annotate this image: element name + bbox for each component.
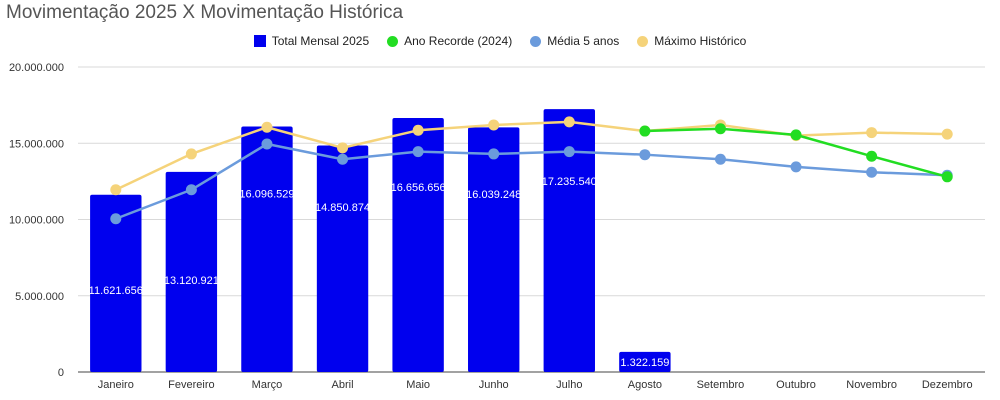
series-point xyxy=(110,184,122,196)
bar xyxy=(241,126,293,373)
series-point xyxy=(866,127,878,139)
series-point xyxy=(261,138,273,150)
legend-label-ano-recorde: Ano Recorde (2024) xyxy=(404,34,513,48)
series-point xyxy=(110,213,122,225)
x-tick-label: Dezembro xyxy=(922,379,973,391)
series-point xyxy=(639,125,651,137)
x-tick-label: Fevereiro xyxy=(168,379,214,391)
bar xyxy=(619,351,671,372)
bar xyxy=(392,117,444,372)
series-point xyxy=(790,129,802,141)
series-point xyxy=(866,166,878,178)
x-tick-label: Junho xyxy=(479,379,509,391)
series-point xyxy=(185,184,197,196)
x-tick-label: Agosto xyxy=(628,379,662,391)
series-line xyxy=(115,120,948,191)
series-point xyxy=(261,121,273,133)
series-line xyxy=(115,142,948,220)
legend-label-media-5-anos: Média 5 anos xyxy=(547,34,620,48)
x-tick-label: Janeiro xyxy=(98,379,134,391)
legend-item-ano-recorde: Ano Recorde (2024) xyxy=(387,34,512,48)
legend-swatch-ano-recorde xyxy=(387,35,399,47)
y-tick-label: 5.000.000 xyxy=(15,291,64,303)
y-tick-label: 10.000.000 xyxy=(9,215,64,227)
chart-title: Movimentação 2025 X Movimentação Históri… xyxy=(6,2,404,23)
legend-swatch-maximo-historico xyxy=(637,35,649,47)
series-point xyxy=(412,124,424,136)
x-tick-label: Novembro xyxy=(846,379,897,391)
bar-data-label: 17.235.540 xyxy=(542,176,597,188)
legend-item-media-5-anos: Média 5 anos xyxy=(530,34,619,48)
series-point xyxy=(790,161,802,173)
legend-label-total-mensal: Total Mensal 2025 xyxy=(271,34,370,48)
chart-legend: Total Mensal 2025 Ano Recorde (2024) Méd… xyxy=(0,34,1000,48)
bar xyxy=(165,171,218,372)
bar-data-label: 14.850.874 xyxy=(315,202,370,214)
series-point xyxy=(941,171,953,183)
legend-label-maximo-historico: Máximo Histórico xyxy=(654,34,747,48)
series-point xyxy=(488,148,500,160)
bar-data-label: 13.120.921 xyxy=(164,275,219,287)
legend-swatch-total-mensal xyxy=(253,35,266,47)
bar-data-label: 16.039.248 xyxy=(466,189,521,201)
y-tick-label: 15.000.000 xyxy=(9,138,64,150)
series-point xyxy=(941,128,953,140)
bar xyxy=(316,145,369,372)
series-point xyxy=(563,146,575,158)
series-point xyxy=(639,149,651,161)
legend-swatch-media-5-anos xyxy=(530,35,542,47)
series-point xyxy=(714,123,726,135)
bar-data-label: 1.322.159 xyxy=(620,357,669,369)
y-tick-label: 0 xyxy=(58,367,64,379)
y-tick-label: 20.000.000 xyxy=(9,62,64,74)
x-tick-label: Maio xyxy=(406,379,430,391)
series-point xyxy=(185,148,197,160)
series-point xyxy=(337,153,349,165)
series-point xyxy=(412,146,424,158)
x-tick-label: Julho xyxy=(556,379,582,391)
series-point xyxy=(714,153,726,165)
bar xyxy=(468,127,520,373)
bar xyxy=(90,194,142,372)
x-tick-label: Abril xyxy=(332,379,354,391)
series-point xyxy=(337,142,349,154)
legend-item-maximo-historico: Máximo Histórico xyxy=(637,34,746,48)
x-tick-label: Outubro xyxy=(776,379,816,391)
bar-data-label: 16.096.529 xyxy=(239,188,294,200)
series-point xyxy=(866,150,878,162)
bar-data-label: 11.621.656 xyxy=(89,285,143,297)
bar-data-label: 16.656.656 xyxy=(391,182,446,194)
bar xyxy=(543,109,595,372)
legend-item-total-mensal: Total Mensal 2025 xyxy=(253,34,370,48)
series-point xyxy=(563,116,575,128)
x-tick-label: Março xyxy=(252,379,283,391)
series-point xyxy=(488,119,500,131)
x-tick-label: Setembro xyxy=(697,379,745,391)
